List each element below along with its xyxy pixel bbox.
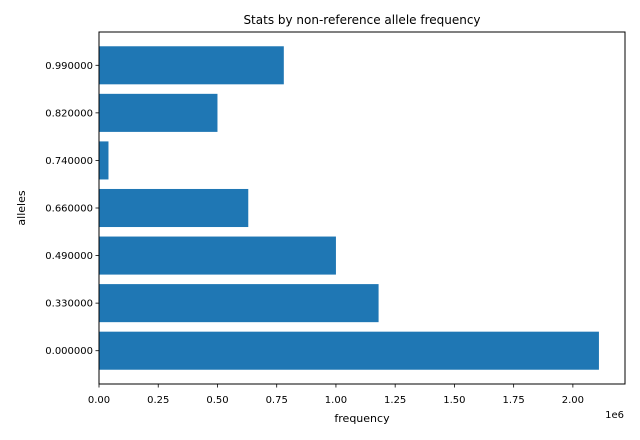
x-tick-label: 1.00 xyxy=(325,395,347,406)
x-tick-label: 0.00 xyxy=(88,395,110,406)
y-tick-label: 0.740000 xyxy=(45,156,93,167)
y-tick-label: 0.330000 xyxy=(45,299,93,310)
x-tick-label: 2.00 xyxy=(562,395,584,406)
x-tick-label: 0.25 xyxy=(147,395,169,406)
y-tick-label: 0.660000 xyxy=(45,204,93,215)
bar-2 xyxy=(99,236,336,275)
y-axis-label: alleles xyxy=(15,190,28,225)
x-tick-label: 1.25 xyxy=(384,395,406,406)
bar-1 xyxy=(99,284,379,323)
bar-4 xyxy=(99,141,109,180)
y-tick-label: 0.820000 xyxy=(45,108,93,119)
x-tick-label: 0.50 xyxy=(206,395,228,406)
bars-group xyxy=(99,46,599,370)
x-ticks-group: 0.00 0.25 0.50 0.75 1.00 1.25 1.50 1.75 2.00 xyxy=(88,384,584,406)
x-axis-offset-text: 1e6 xyxy=(605,410,624,421)
bar-5 xyxy=(99,93,218,132)
y-ticks-group: 0.000000 0.330000 0.490000 0.660000 0.740000… xyxy=(45,61,99,357)
x-tick-label: 1.75 xyxy=(503,395,525,406)
chart-title: Stats by non-reference allele frequency xyxy=(243,13,480,27)
x-tick-label: 1.50 xyxy=(443,395,465,406)
bar-0 xyxy=(99,331,599,370)
y-tick-label: 0.000000 xyxy=(45,346,93,357)
bar-6 xyxy=(99,46,284,85)
y-tick-label: 0.490000 xyxy=(45,251,93,262)
bar-3 xyxy=(99,188,249,228)
x-tick-label: 0.75 xyxy=(266,395,288,406)
x-axis-label: frequency xyxy=(334,412,390,425)
y-tick-label: 0.990000 xyxy=(45,61,93,72)
